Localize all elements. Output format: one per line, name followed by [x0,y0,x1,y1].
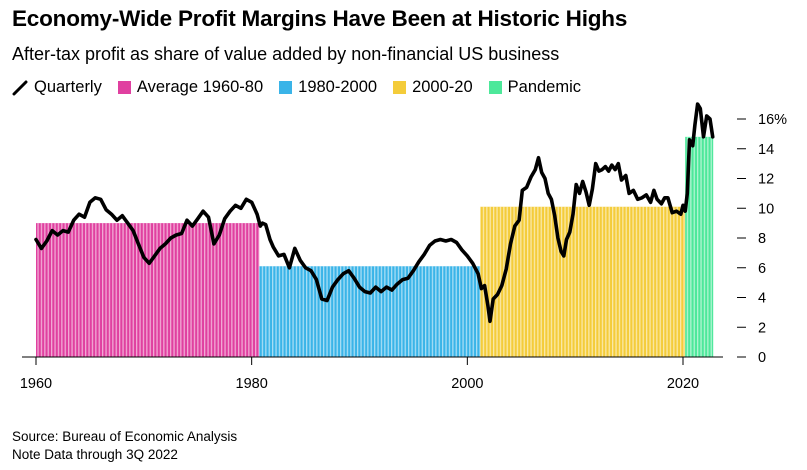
y-tick-label: 8 [758,231,766,247]
line-swatch-icon [12,80,28,95]
y-tick-label: 6 [758,261,766,277]
legend-item-2000-20: 2000-20 [393,78,473,97]
x-tick-label: 2000 [451,376,483,392]
legend-item-pandemic: Pandemic [488,78,582,97]
average-bar-stripes-1 [259,266,481,357]
axes: 1960 1980 2000 2020 0 2 4 6 8 10 12 14 16% [20,112,787,392]
legend-item-average-1960-80: Average 1960-80 [117,78,264,97]
legend-label: 2000-20 [412,78,473,96]
series-line-0 [34,102,715,324]
average-bar-stripes-2 [480,206,686,357]
average-bars [36,136,714,357]
legend-swatch [117,81,131,94]
x-tick-label: 1980 [236,376,268,392]
y-tick-label: 10 [758,201,774,217]
chart-subtitle: After-tax profit as share of value added… [12,44,560,64]
legend-label: Average 1960-80 [136,78,264,96]
x-tick-label: 2020 [667,376,699,392]
legend-item-1980-2000: 1980-2000 [279,78,377,97]
y-tick-label: 0 [758,350,766,366]
legend-label: Quarterly [34,78,102,96]
source-note: Source: Bureau of Economic Analysis [12,429,238,444]
y-tick-label: 14 [758,142,774,158]
legend: Quarterly Average 1960-80 1980-2000 2000… [12,78,597,97]
chart-footer: Source: Bureau of Economic Analysis Note… [12,428,237,464]
y-tick-label: 12 [758,172,774,188]
y-tick-label: 16% [758,112,787,128]
x-tick-label: 1960 [20,376,52,392]
legend-label: 1980-2000 [298,78,378,96]
data-note: Note Data through 3Q 2022 [12,447,178,462]
legend-item-quarterly: Quarterly [12,78,102,97]
legend-swatch [488,81,502,94]
legend-label: Pandemic [507,78,582,96]
y-tick-label: 2 [758,320,766,336]
quarterly-series [34,102,715,324]
legend-swatch [279,81,293,94]
legend-swatch [393,81,407,94]
chart-title: Economy-Wide Profit Margins Have Been at… [12,6,628,31]
average-bar-stripes-0 [36,223,260,357]
y-tick-label: 4 [758,291,766,307]
